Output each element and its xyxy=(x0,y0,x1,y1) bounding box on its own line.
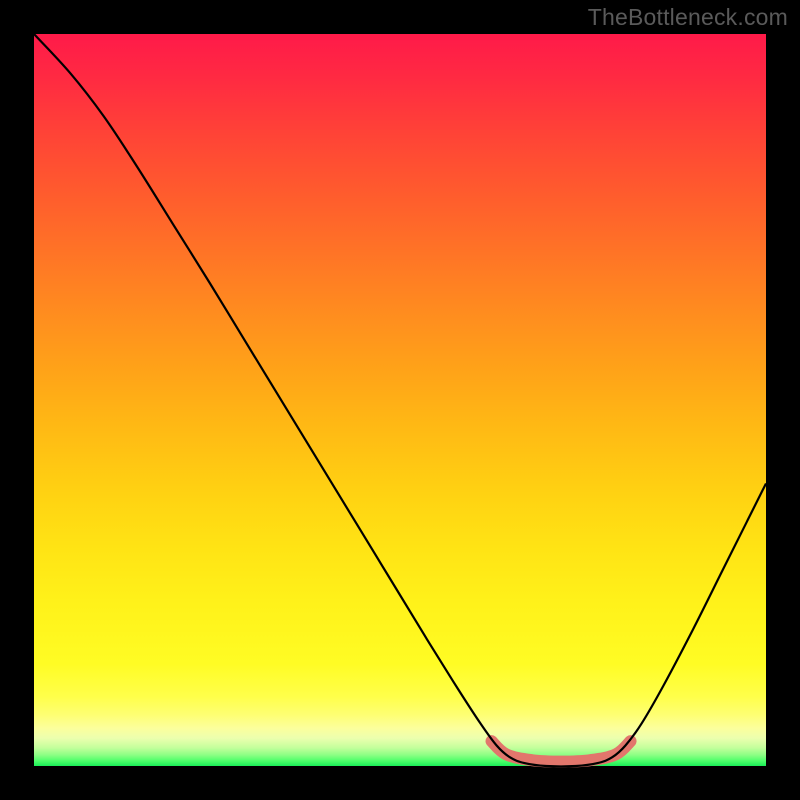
watermark-text: TheBottleneck.com xyxy=(588,4,788,31)
chart-canvas xyxy=(0,0,800,800)
gradient-background xyxy=(34,34,766,766)
bottleneck-chart xyxy=(0,0,800,800)
